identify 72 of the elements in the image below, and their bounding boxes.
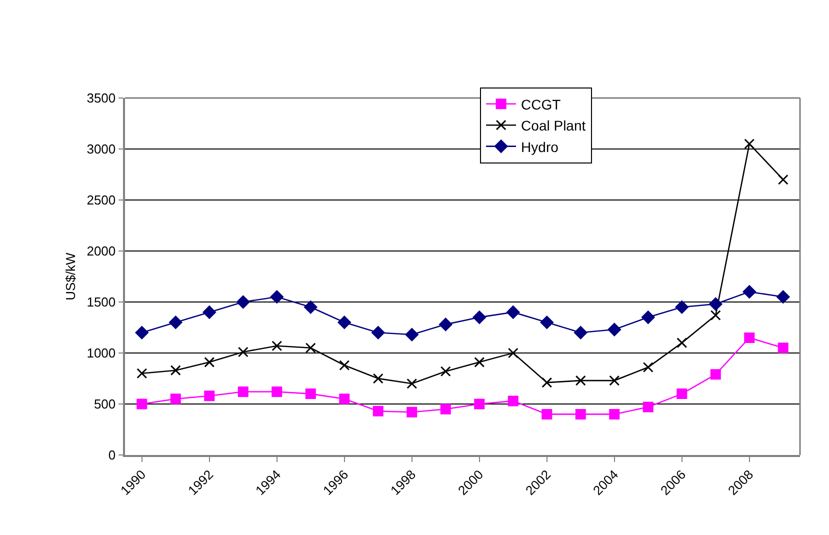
point (508, 348, 518, 358)
point (440, 404, 451, 414)
y-tick-label: 0 (108, 448, 116, 463)
point (338, 316, 351, 329)
point (540, 316, 554, 329)
point (440, 366, 451, 377)
point (744, 138, 755, 150)
y-tick-label: 500 (94, 396, 116, 412)
point (778, 342, 788, 354)
point (439, 318, 452, 332)
point (608, 322, 621, 336)
point (238, 386, 248, 398)
point (675, 300, 688, 314)
point (272, 386, 282, 398)
point (305, 388, 316, 400)
point (339, 360, 350, 370)
point (542, 408, 552, 420)
point (508, 396, 518, 406)
point (574, 326, 588, 340)
point (406, 378, 418, 389)
point (542, 377, 552, 388)
point (272, 340, 282, 352)
point (270, 290, 284, 304)
point (372, 373, 384, 384)
point (778, 174, 788, 185)
point (305, 342, 316, 354)
point (710, 369, 721, 380)
point (709, 297, 722, 311)
point (472, 310, 486, 324)
y-tick-label: 1000 (86, 346, 116, 361)
point (609, 375, 620, 386)
legend-label: Coal Plant (521, 118, 586, 134)
point (575, 408, 586, 420)
y-axis-title: US$/kW (63, 252, 78, 300)
y-tick-label: 1500 (86, 294, 116, 310)
point (170, 394, 181, 404)
point (136, 398, 148, 410)
point (170, 365, 181, 376)
point (405, 328, 418, 342)
point (710, 310, 721, 321)
point (406, 406, 418, 418)
point (474, 398, 485, 410)
point (642, 310, 655, 324)
point (609, 408, 620, 420)
point (372, 326, 385, 340)
point (506, 306, 520, 319)
point (135, 326, 148, 340)
point (742, 285, 756, 298)
point (202, 306, 216, 319)
legend-label: CCGT (521, 96, 562, 112)
point (744, 332, 755, 343)
y-tick-label: 2500 (86, 192, 116, 208)
point (676, 388, 688, 400)
point (236, 295, 250, 309)
y-tick-label: 3500 (86, 90, 116, 106)
legend-label: Hydro (521, 138, 559, 155)
point (136, 368, 148, 379)
point (474, 356, 485, 368)
point (204, 356, 215, 368)
y-tick-label: 2000 (86, 244, 116, 259)
point (372, 406, 384, 416)
y-tick-label: 3000 (86, 142, 116, 157)
point (776, 290, 790, 304)
point (304, 300, 318, 314)
point (204, 390, 215, 402)
point (339, 394, 350, 404)
point (169, 316, 182, 329)
point (642, 362, 654, 373)
point (676, 338, 688, 348)
point (642, 402, 654, 412)
point (238, 346, 248, 358)
point (575, 375, 586, 386)
